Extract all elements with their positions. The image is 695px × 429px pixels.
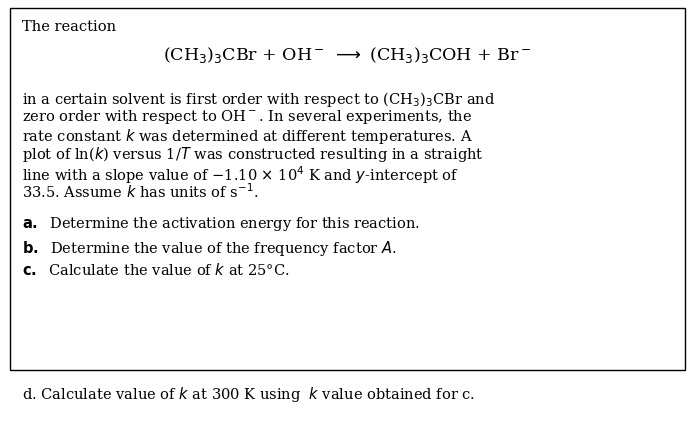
Text: $\mathbf{c.}$  Calculate the value of $k$ at 25°C.: $\mathbf{c.}$ Calculate the value of $k$… [22,262,290,278]
Text: $\mathbf{b.}$  Determine the value of the frequency factor $A$.: $\mathbf{b.}$ Determine the value of the… [22,239,397,257]
Text: in a certain solvent is first order with respect to (CH$_3$)$_3$CBr and: in a certain solvent is first order with… [22,90,496,109]
Text: (CH$_3$)$_3$CBr + OH$^-$ $\longrightarrow$ (CH$_3$)$_3$COH + Br$^-$: (CH$_3$)$_3$CBr + OH$^-$ $\longrightarro… [163,45,531,65]
Text: plot of ln($k$) versus 1/$T$ was constructed resulting in a straight: plot of ln($k$) versus 1/$T$ was constru… [22,145,484,164]
Text: d. Calculate value of $k$ at 300 K using  $k$ value obtained for c.: d. Calculate value of $k$ at 300 K using… [22,385,475,404]
Bar [10,8,685,370]
Text: zero order with respect to OH$^-$. In several experiments, the: zero order with respect to OH$^-$. In se… [22,109,472,127]
Text: 33.5. Assume $k$ has units of s$^{-1}$.: 33.5. Assume $k$ has units of s$^{-1}$. [22,182,259,201]
Text: $\mathbf{a.}$  Determine the activation energy for this reaction.: $\mathbf{a.}$ Determine the activation e… [22,215,420,233]
Text: line with a slope value of $-$1.10 $\times$ 10$^4$ K and $y$-intercept of: line with a slope value of $-$1.10 $\tim… [22,164,459,186]
Text: The reaction: The reaction [22,20,116,34]
Text: rate constant $k$ was determined at different temperatures. A: rate constant $k$ was determined at diff… [22,127,473,146]
